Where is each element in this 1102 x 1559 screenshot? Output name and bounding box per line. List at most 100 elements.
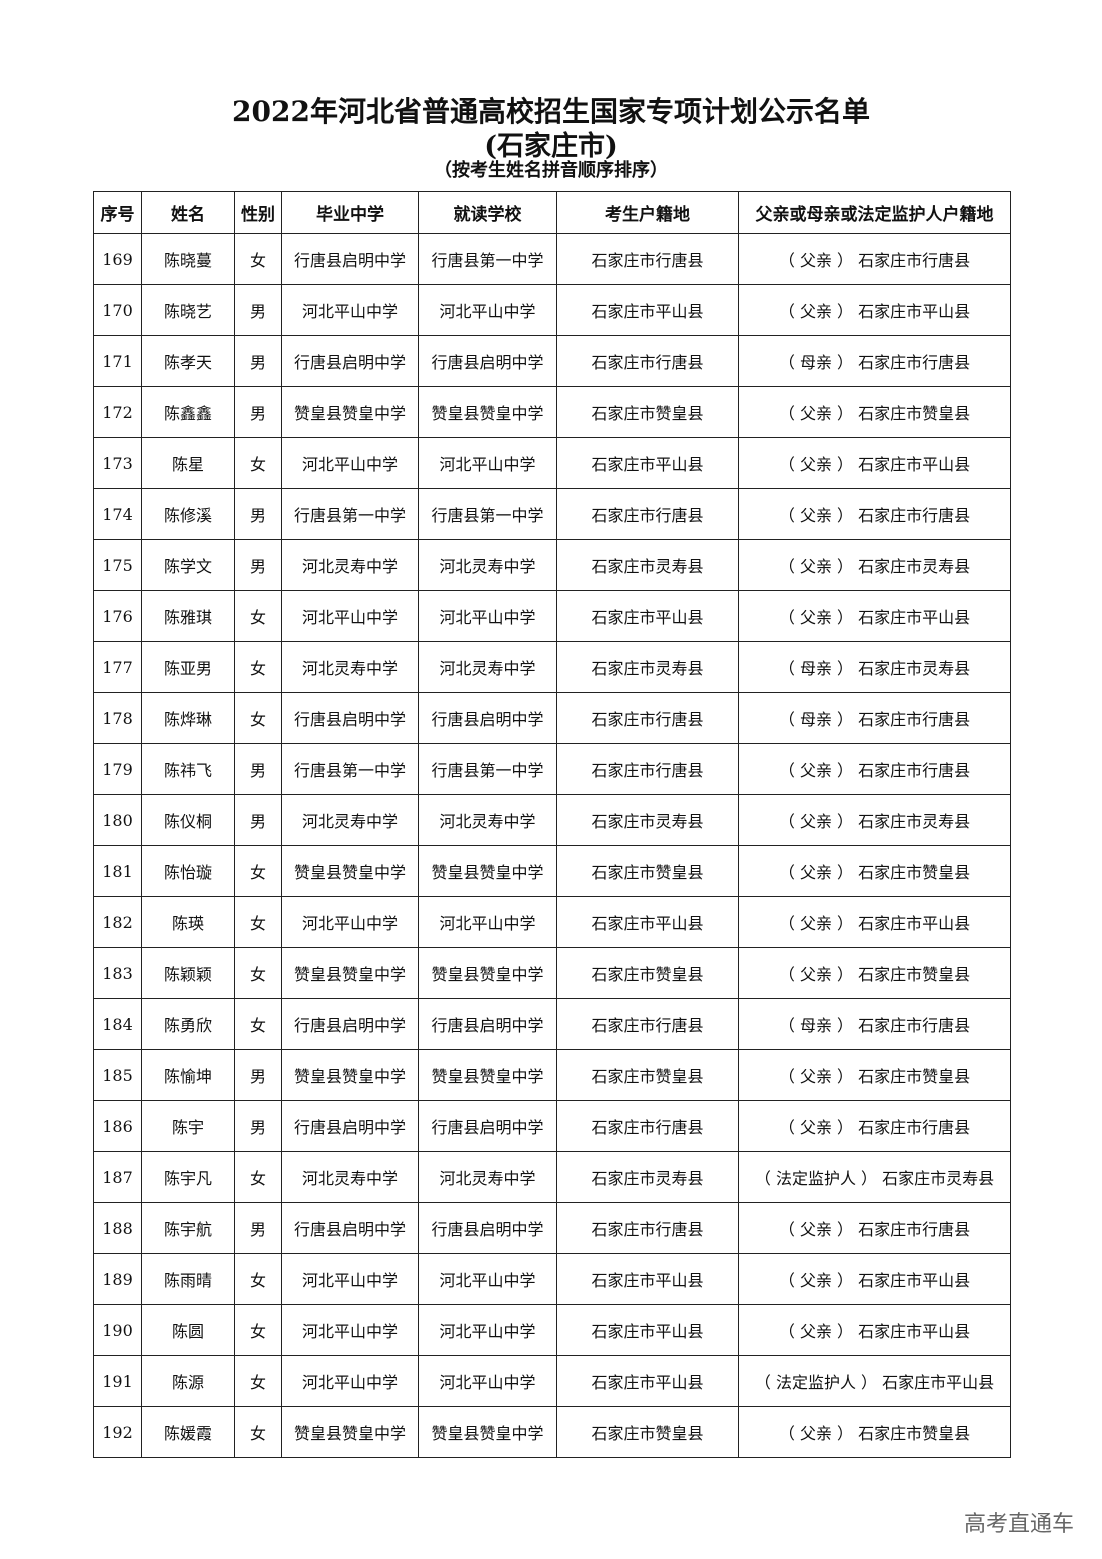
table-cell: （ 父亲 ） 石家庄市行唐县 (738, 488, 1011, 540)
table-row: 179 陈祎飞男行唐县第一中学 行唐县第一中学 石家庄市行唐县（ 父亲 ） 石家庄市行… (93, 743, 1011, 795)
table-cell: 行唐县第一中学 (281, 743, 419, 795)
table-cell: 男 (234, 386, 282, 438)
table-row: 192 陈媛霞女赞皇县赞皇中学 赞皇县赞皇中学 石家庄市赞皇县（ 父亲 ） 石家庄市赞… (93, 1406, 1011, 1458)
table-cell: 男 (234, 1100, 282, 1152)
table-cell: 陈学文 (141, 539, 235, 591)
table-cell: 女 (234, 1406, 282, 1458)
table-cell: 石家庄市行唐县 (556, 998, 739, 1050)
table-cell: 男 (234, 284, 282, 336)
table-cell: 178 (93, 692, 142, 744)
table-cell: 行唐县启明中学 (418, 335, 557, 387)
table-cell: 行唐县启明中学 (281, 1100, 419, 1152)
table-cell: 石家庄市平山县 (556, 437, 739, 489)
table-cell: （ 父亲 ） 石家庄市赞皇县 (738, 1049, 1011, 1101)
table-cell: 河北灵寿中学 (418, 794, 557, 846)
title: 2022年河北省普通高校招生国家专项计划公示名单 (232, 95, 870, 128)
note: （按考生姓名拼音顺序排序） (434, 160, 668, 181)
table-cell: 174 (93, 488, 142, 540)
table-cell: 女 (234, 233, 282, 285)
table-cell: （ 母亲 ） 石家庄市灵寿县 (738, 641, 1011, 693)
table-cell: 石家庄市灵寿县 (556, 641, 739, 693)
table-cell: 河北平山中学 (418, 1304, 557, 1356)
table-cell: 陈星 (141, 437, 235, 489)
table-cell: 陈愉坤 (141, 1049, 235, 1101)
table-cell: 赞皇县赞皇中学 (418, 1406, 557, 1458)
table-cell: （ 法定监护人 ） 石家庄市灵寿县 (738, 1151, 1011, 1203)
table-cell: 赞皇县赞皇中学 (281, 947, 419, 999)
table-cell: 陈亚男 (141, 641, 235, 693)
table-cell: 石家庄市赞皇县 (556, 845, 739, 897)
table-cell: （ 父亲 ） 石家庄市平山县 (738, 284, 1011, 336)
table-cell: 男 (234, 539, 282, 591)
table-row: 174 陈修溪男行唐县第一中学 行唐县第一中学 石家庄市行唐县（ 父亲 ） 石家庄市行… (93, 488, 1011, 540)
table-cell: 女 (234, 641, 282, 693)
table-cell: 陈祎飞 (141, 743, 235, 795)
table-cell: 陈圆 (141, 1304, 235, 1356)
table-cell: 行唐县启明中学 (418, 998, 557, 1050)
table-cell: （ 父亲 ） 石家庄市行唐县 (738, 1100, 1011, 1152)
table-row: 176 陈雅琪女河北平山中学 河北平山中学 石家庄市平山县（ 父亲 ） 石家庄市平山县 (93, 590, 1011, 642)
table-cell: 石家庄市赞皇县 (556, 1049, 739, 1101)
table-cell: 河北平山中学 (418, 896, 557, 948)
table-cell: 男 (234, 335, 282, 387)
column-header: 考生户籍地 (556, 191, 739, 234)
table-cell: 陈雅琪 (141, 590, 235, 642)
table-cell: 石家庄市灵寿县 (556, 539, 739, 591)
table-cell: 行唐县启明中学 (418, 692, 557, 744)
table-cell: 行唐县启明中学 (418, 1100, 557, 1152)
table-cell: 175 (93, 539, 142, 591)
table-cell: 192 (93, 1406, 142, 1458)
table-cell: 河北灵寿中学 (281, 794, 419, 846)
table-row: 184 陈勇欣女行唐县启明中学 行唐县启明中学 石家庄市行唐县（ 母亲 ） 石家庄市行… (93, 998, 1011, 1050)
table-cell: 行唐县启明中学 (418, 1202, 557, 1254)
table-cell: 179 (93, 743, 142, 795)
table-cell: 女 (234, 590, 282, 642)
table-row: 175 陈学文男河北灵寿中学 河北灵寿中学 石家庄市灵寿县（ 父亲 ） 石家庄市灵寿县 (93, 539, 1011, 591)
table-cell: （ 父亲 ） 石家庄市平山县 (738, 896, 1011, 948)
table-cell: 石家庄市行唐县 (556, 692, 739, 744)
table-cell: 陈媛霞 (141, 1406, 235, 1458)
table-cell: 河北平山中学 (281, 1355, 419, 1407)
table-cell: （ 父亲 ） 石家庄市平山县 (738, 590, 1011, 642)
table-cell: 女 (234, 692, 282, 744)
table-cell: （ 父亲 ） 石家庄市赞皇县 (738, 845, 1011, 897)
table-cell: 河北灵寿中学 (418, 1151, 557, 1203)
table-cell: 女 (234, 1355, 282, 1407)
table-row: 183 陈颖颖女赞皇县赞皇中学 赞皇县赞皇中学 石家庄市赞皇县（ 父亲 ） 石家庄市赞… (93, 947, 1011, 999)
table-row: 182 陈瑛女河北平山中学 河北平山中学 石家庄市平山县（ 父亲 ） 石家庄市平山县 (93, 896, 1011, 948)
table-cell: 女 (234, 1253, 282, 1305)
table-cell: 180 (93, 794, 142, 846)
table-cell: （ 父亲 ） 石家庄市灵寿县 (738, 794, 1011, 846)
table-cell: 赞皇县赞皇中学 (418, 386, 557, 438)
table-cell: 陈孝天 (141, 335, 235, 387)
table-cell: 赞皇县赞皇中学 (281, 845, 419, 897)
table-cell: 182 (93, 896, 142, 948)
table-cell: 女 (234, 1304, 282, 1356)
table-row: 180 陈仪桐男河北灵寿中学 河北灵寿中学 石家庄市灵寿县（ 父亲 ） 石家庄市灵寿县 (93, 794, 1011, 846)
table-cell: （ 父亲 ） 石家庄市行唐县 (738, 743, 1011, 795)
table-cell: 陈宇凡 (141, 1151, 235, 1203)
table-cell: 石家庄市灵寿县 (556, 794, 739, 846)
table-cell: 石家庄市行唐县 (556, 488, 739, 540)
header-row: 序号 姓名 性别 毕业中学 就读学校 考生户籍地 父亲或母亲或法定监护人户籍地 (93, 191, 1011, 234)
table-cell: 陈晓蔓 (141, 233, 235, 285)
table-cell: 男 (234, 1049, 282, 1101)
table-cell: 河北灵寿中学 (418, 539, 557, 591)
table-cell: 陈修溪 (141, 488, 235, 540)
table-cell: （ 法定监护人 ） 石家庄市平山县 (738, 1355, 1011, 1407)
table-row: 181 陈怡璇女赞皇县赞皇中学 赞皇县赞皇中学 石家庄市赞皇县（ 父亲 ） 石家庄市赞… (93, 845, 1011, 897)
watermark: 高考直通车 (963, 1512, 1074, 1537)
table-cell: 191 (93, 1355, 142, 1407)
table-cell: 行唐县启明中学 (281, 1202, 419, 1254)
table-cell: 石家庄市平山县 (556, 896, 739, 948)
table-cell: （ 父亲 ） 石家庄市平山县 (738, 1253, 1011, 1305)
table-row: 169 陈晓蔓女行唐县启明中学 行唐县第一中学 石家庄市行唐县（ 父亲 ） 石家庄市行… (93, 233, 1011, 285)
table-cell: 陈烨琳 (141, 692, 235, 744)
table-row: 189 陈雨晴女河北平山中学 河北平山中学 石家庄市平山县（ 父亲 ） 石家庄市平山县 (93, 1253, 1011, 1305)
table-cell: 河北平山中学 (281, 284, 419, 336)
table-cell: 187 (93, 1151, 142, 1203)
table-row: 171 陈孝天男行唐县启明中学 行唐县启明中学 石家庄市行唐县（ 母亲 ） 石家庄市行… (93, 335, 1011, 387)
column-header: 姓名 (141, 191, 235, 234)
table-cell: （ 父亲 ） 石家庄市灵寿县 (738, 539, 1011, 591)
